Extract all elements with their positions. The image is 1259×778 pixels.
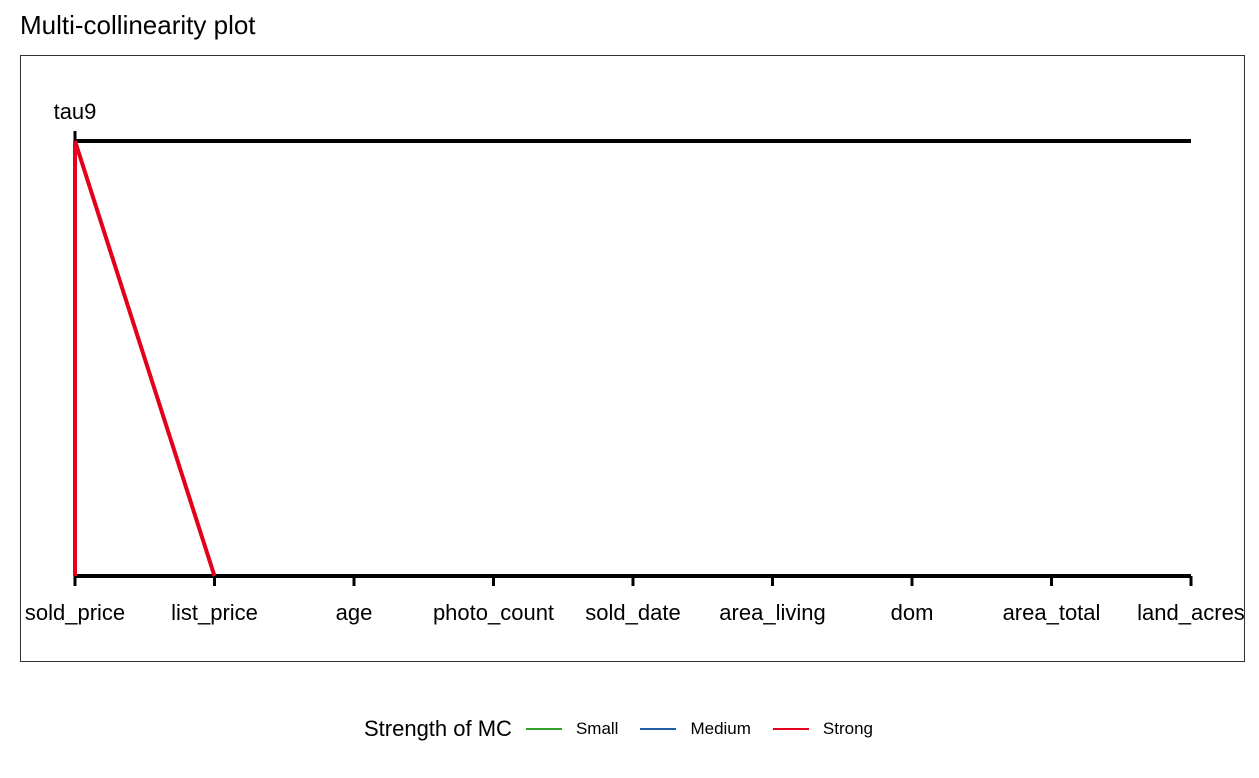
x-tick-label-sold_date: sold_date [585, 600, 680, 625]
x-tick-label-sold_price: sold_price [25, 600, 125, 625]
legend-swatch-small [525, 728, 562, 730]
x-tick-label-land_acres: land_acres [1137, 600, 1245, 625]
x-tick-label-list_price: list_price [171, 600, 258, 625]
legend: Strength of MC Small Medium Strong [0, 716, 1259, 742]
x-tick-label-age: age [336, 600, 373, 625]
x-axis-ticks [73, 576, 1193, 586]
top-axis-label: tau9 [54, 99, 97, 124]
series-lines [73, 140, 217, 577]
plot-area: tau9 sold_price list_price age photo_count s… [20, 55, 1245, 662]
panel-border [20, 55, 1245, 662]
legend-label-strong: Strong [822, 719, 874, 738]
x-tick-label-area_total: area_total [1003, 600, 1101, 625]
legend-item-strong: Strong [772, 719, 874, 739]
series-strong-segment-1 [73, 140, 217, 577]
legend-title: Strength of MC [363, 716, 512, 741]
legend-item-small: Small [525, 719, 619, 739]
x-axis-tick-labels: sold_price list_price age photo_count sold_d… [25, 600, 1245, 625]
legend-item-medium: Medium [640, 719, 751, 739]
legend-label-small: Small [575, 719, 619, 738]
legend-swatch-medium [640, 728, 677, 730]
chart-title: Multi-collinearity plot [20, 10, 256, 40]
x-tick-label-area_living: area_living [719, 600, 825, 625]
legend-swatch-strong [772, 728, 809, 730]
legend-label-medium: Medium [690, 719, 751, 738]
x-tick-label-dom: dom [891, 600, 934, 625]
x-tick-label-photo_count: photo_count [433, 600, 554, 625]
